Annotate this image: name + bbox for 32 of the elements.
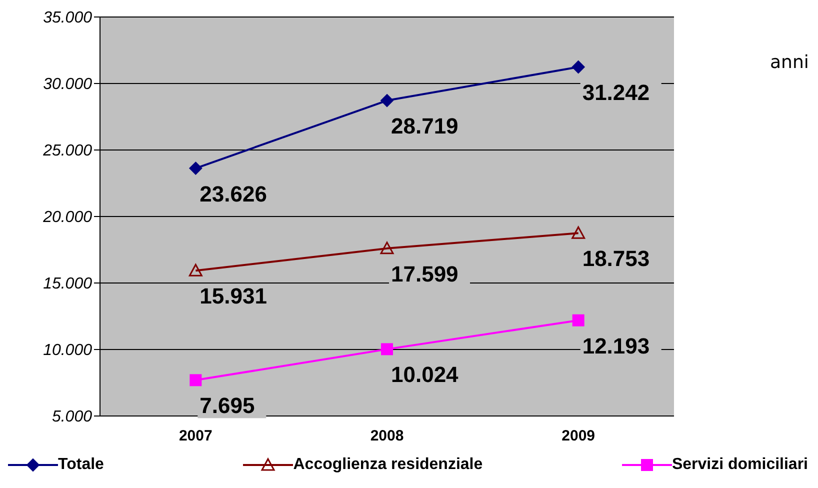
legend-label: Totale [58, 456, 104, 474]
legend-label: Servizi domiciliari [672, 456, 808, 474]
point [572, 60, 585, 74]
y-tick-label: 20.000 [42, 209, 92, 226]
point [572, 226, 586, 239]
y-tick-label: 10.000 [43, 342, 92, 360]
x-tick-label: 2008 [370, 428, 404, 445]
data-label: 28.719 [391, 114, 458, 139]
y-tick-label: 15.000 [43, 276, 92, 293]
point [572, 314, 584, 326]
y-tick-label: 30.000 [43, 76, 92, 94]
x-tick-label: 2009 [562, 428, 596, 445]
point [381, 343, 393, 356]
y-tick-label: 5.000 [52, 408, 92, 426]
point [188, 264, 202, 276]
data-label: 31.242 [582, 80, 650, 105]
y-tick-label: 25.000 [42, 142, 92, 160]
point [190, 374, 202, 386]
data-label: 17.599 [391, 261, 458, 286]
x-tick-label: 2007 [178, 428, 212, 445]
data-label: 12.193 [582, 333, 650, 358]
y-tick-label: 35.000 [43, 10, 92, 27]
data-label: 18.753 [582, 246, 650, 272]
point [380, 94, 394, 108]
point [189, 162, 202, 175]
data-label: 15.931 [200, 284, 267, 309]
data-label: 23.626 [200, 181, 267, 206]
point [380, 242, 394, 254]
data-label: 10.024 [391, 362, 460, 388]
data-label: 7.695 [200, 393, 255, 418]
text: anni [770, 52, 809, 73]
legend-label: Accoglienza residenziale [293, 456, 483, 474]
